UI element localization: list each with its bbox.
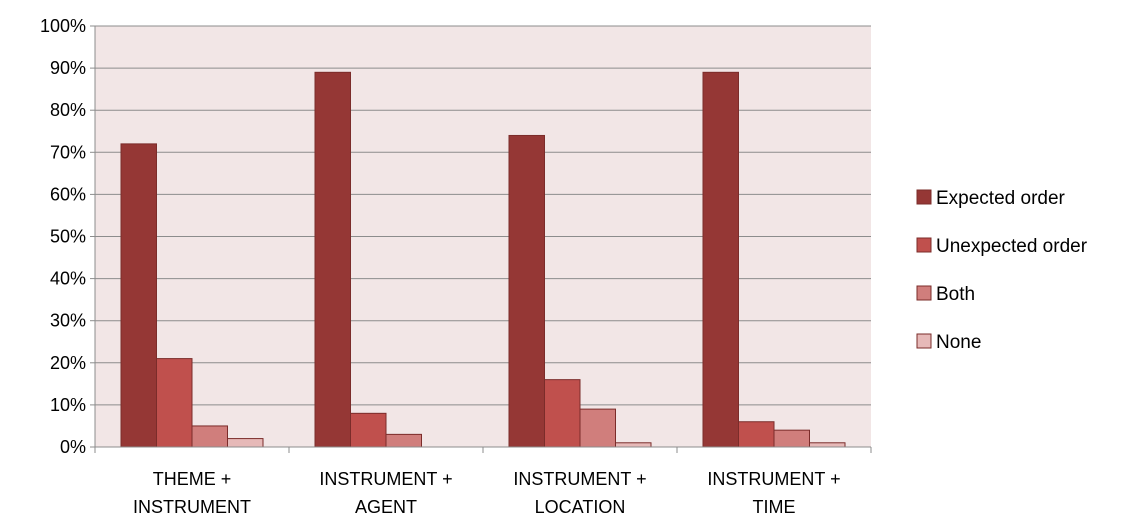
bar-unexpected-order: [156, 358, 193, 448]
x-axis-labels: THEME + INSTRUMENT INSTRUMENT + AGENT INSTRU…: [133, 469, 841, 517]
bar-unexpected-order: [738, 421, 775, 448]
y-tick-label: 30%: [50, 311, 86, 331]
bar-expected-order: [120, 143, 157, 448]
x-category-label: INSTRUMENT +: [707, 469, 840, 489]
y-tick-label: 70%: [50, 142, 86, 162]
y-tick-label: 100%: [40, 16, 86, 36]
bar-unexpected-order: [350, 412, 387, 448]
legend: Expected order Unexpected order Both None: [916, 188, 1088, 353]
bar-both: [773, 429, 810, 448]
bar-both: [579, 408, 616, 448]
bar-expected-order: [508, 134, 545, 448]
x-category-label: TIME: [753, 497, 796, 517]
legend-swatch: [916, 285, 932, 301]
bar-expected-order: [314, 71, 351, 448]
y-tick-label: 60%: [50, 184, 86, 204]
legend-swatch: [916, 333, 932, 349]
bar-both: [385, 433, 422, 448]
bars: [120, 71, 846, 448]
x-category-label: THEME +: [153, 469, 232, 489]
y-tick-label: 80%: [50, 100, 86, 120]
y-tick-label: 40%: [50, 269, 86, 289]
legend-label: Unexpected order: [936, 236, 1088, 257]
x-category-label: INSTRUMENT +: [513, 469, 646, 489]
bar-both: [191, 425, 228, 448]
legend-label: None: [936, 332, 981, 353]
y-axis-ticks: 0% 10% 20% 30% 40% 50% 60% 70% 80% 90% 100%: [40, 16, 86, 457]
y-tick-label: 10%: [50, 395, 86, 415]
x-category-label: INSTRUMENT +: [319, 469, 452, 489]
bar-none: [809, 442, 846, 448]
x-category-label: INSTRUMENT: [133, 497, 251, 517]
legend-label: Expected order: [936, 188, 1066, 209]
y-tick-label: 50%: [50, 227, 86, 247]
bar-none: [227, 438, 264, 448]
bar-unexpected-order: [544, 379, 581, 448]
y-tick-label: 90%: [50, 58, 86, 78]
legend-swatch: [916, 237, 932, 253]
x-category-label: LOCATION: [535, 497, 626, 517]
legend-swatch: [916, 189, 932, 205]
y-tick-label: 20%: [50, 353, 86, 373]
bar-expected-order: [702, 71, 739, 448]
legend-label: Both: [936, 284, 975, 305]
axes: [90, 25, 872, 453]
x-category-label: AGENT: [355, 497, 417, 517]
bar-none: [615, 442, 652, 448]
grid-lines: [95, 25, 871, 448]
y-tick-label: 0%: [60, 437, 86, 457]
